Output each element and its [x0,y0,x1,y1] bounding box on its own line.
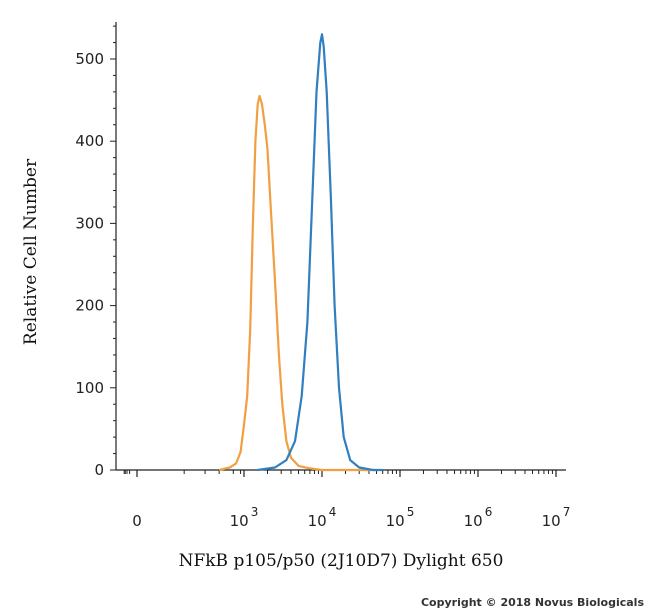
histogram-curve-2 [257,33,383,472]
copyright-text: Copyright © 2018 Novus Biologicals [421,596,644,609]
x-tick-label: 10 4 [308,505,337,530]
y-tick-label: 400 [75,132,104,150]
y-tick-label: 300 [75,214,104,232]
y-axis: 0 100 200 300 400 500 [75,22,117,479]
x-axis: 0 10 3 10 4 10 5 10 6 10 7 [116,469,571,530]
x-axis-title: NFkB p105/p50 (2J10D7) Dylight 650 [179,551,504,571]
y-tick-label: 500 [75,50,104,68]
x-tick-label: 0 [132,512,142,530]
series-layer [218,33,383,472]
y-axis-title: Relative Cell Number [21,158,41,345]
y-tick-label: 0 [94,461,104,479]
x-tick-label: 10 7 [542,505,571,530]
x-tick-label: 10 5 [386,505,415,530]
histogram-curve-1 [218,94,377,472]
x-tick-label: 10 3 [230,505,259,530]
x-tick-label: 10 6 [464,505,493,530]
y-tick-label: 200 [75,297,104,315]
y-tick-label: 100 [75,379,104,397]
